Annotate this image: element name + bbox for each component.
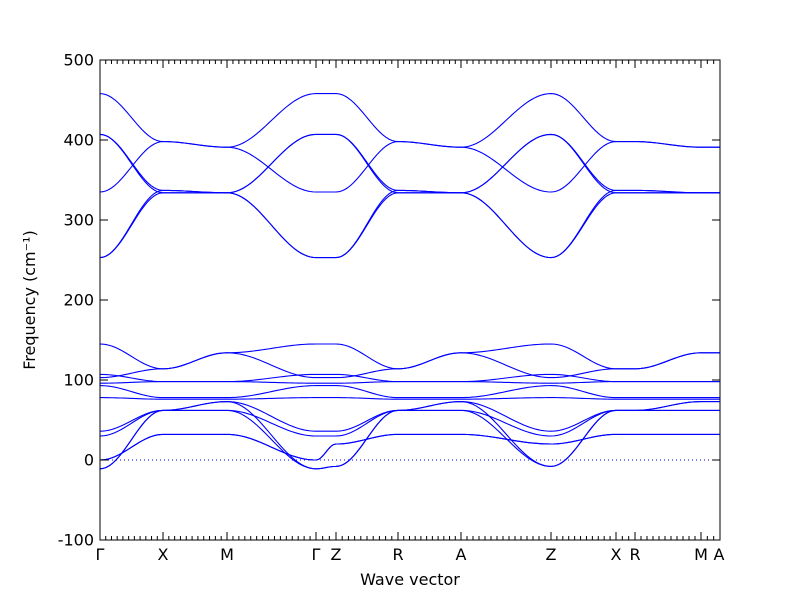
x-tick-label: X xyxy=(158,545,169,564)
y-tick-labels: -100 0 100 200 300 400 500 xyxy=(58,51,94,550)
band-line-12 xyxy=(99,397,721,400)
band-line-8 xyxy=(99,373,721,383)
band-line-7 xyxy=(99,343,721,370)
band-line-4 xyxy=(99,141,721,193)
band-lines xyxy=(99,93,721,470)
band-line-14 xyxy=(99,409,721,437)
y-tick-label: 0 xyxy=(84,451,94,470)
x-tick-label: R xyxy=(392,545,403,564)
band-line-15 xyxy=(99,433,721,461)
x-tick-label: Z xyxy=(331,545,342,564)
band-line-9 xyxy=(99,352,721,379)
x-axis-title: Wave vector xyxy=(360,570,460,589)
y-tick-label: -100 xyxy=(58,531,94,550)
y-tick-label: 500 xyxy=(63,51,94,70)
band-line-5 xyxy=(99,189,721,259)
band-line-10 xyxy=(99,381,721,384)
y-tick-label: 400 xyxy=(63,131,94,150)
x-tick-label: Γ xyxy=(96,545,105,564)
x-tick-label: Γ xyxy=(312,545,321,564)
band-line-3 xyxy=(99,133,721,194)
x-tick-label: M xyxy=(220,545,234,564)
y-tick-label: 100 xyxy=(63,371,94,390)
axes-frame xyxy=(99,59,721,541)
band-line-16 xyxy=(99,433,721,461)
x-tick-label: A xyxy=(714,545,725,564)
band-line-17 xyxy=(99,401,721,470)
axis-ticks xyxy=(99,59,721,541)
band-line-1 xyxy=(99,93,721,148)
x-tick-label: M xyxy=(694,545,708,564)
band-line-2 xyxy=(99,133,721,194)
x-tick-label: R xyxy=(629,545,640,564)
band-line-18 xyxy=(99,409,721,470)
y-tick-label: 200 xyxy=(63,291,94,310)
band-line-11 xyxy=(99,385,721,399)
x-tick-label: A xyxy=(456,545,467,564)
x-tick-label: X xyxy=(611,545,622,564)
band-line-6 xyxy=(99,192,721,259)
x-tick-label: Z xyxy=(546,545,557,564)
y-axis-title: Frequency (cm⁻¹) xyxy=(20,230,39,369)
y-tick-label: 300 xyxy=(63,211,94,230)
